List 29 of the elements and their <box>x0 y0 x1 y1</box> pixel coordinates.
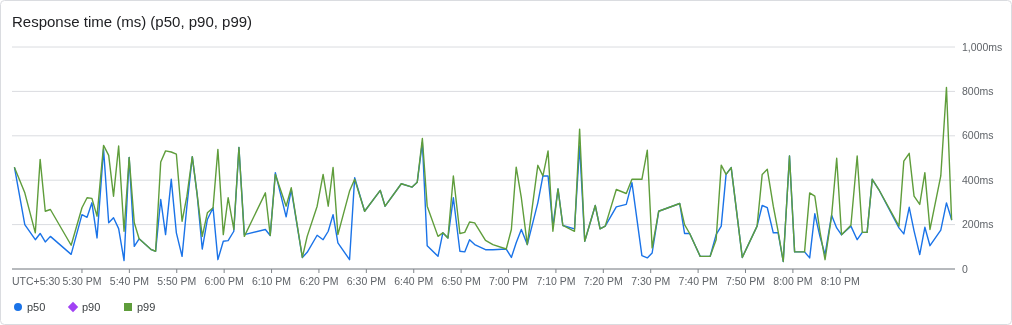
y-tick-label: 200ms <box>962 218 994 231</box>
x-tick-label: 6:40 PM <box>394 275 434 287</box>
x-tick-label: 7:50 PM <box>725 275 766 287</box>
legend-label: p90 <box>82 300 101 313</box>
x-tick-label: 7:40 PM <box>678 275 718 287</box>
x-tick-label: 5:40 PM <box>109 275 149 287</box>
y-tick-label: 800ms <box>962 85 994 98</box>
x-tick-label: 7:30 PM <box>631 275 671 287</box>
x-tick-label: 8:10 PM <box>820 275 860 287</box>
x-tick-label: 6:10 PM <box>252 275 292 287</box>
line-series <box>13 86 953 263</box>
chart-title: Response time (ms) (p50, p90, p99) <box>12 13 253 30</box>
x-tick-label: 5:50 PM <box>157 275 197 287</box>
x-tick-label: 6:50 PM <box>441 275 481 287</box>
x-tick-label: 6:00 PM <box>204 275 244 287</box>
y-tick-label: 0 <box>962 262 968 275</box>
x-tick-label: 5:30 PM <box>62 275 102 287</box>
legend-label: p50 <box>27 300 46 313</box>
text: UTC+5:30 <box>12 275 61 287</box>
x-tick-label: 8:00 PM <box>773 275 813 287</box>
y-tick-label: 400ms <box>962 173 994 186</box>
x-tick-label: 6:20 PM <box>299 275 339 287</box>
legend-label: p99 <box>137 300 156 313</box>
y-tick-label: 1,000ms <box>962 40 1003 53</box>
x-tick-label: 6:30 PM <box>346 275 386 287</box>
x-tick-label: 7:20 PM <box>583 275 623 287</box>
x-tick-label: 7:10 PM <box>536 275 576 287</box>
x-tick-label: 7:00 PM <box>488 275 529 287</box>
y-tick-label: 600ms <box>962 129 994 142</box>
